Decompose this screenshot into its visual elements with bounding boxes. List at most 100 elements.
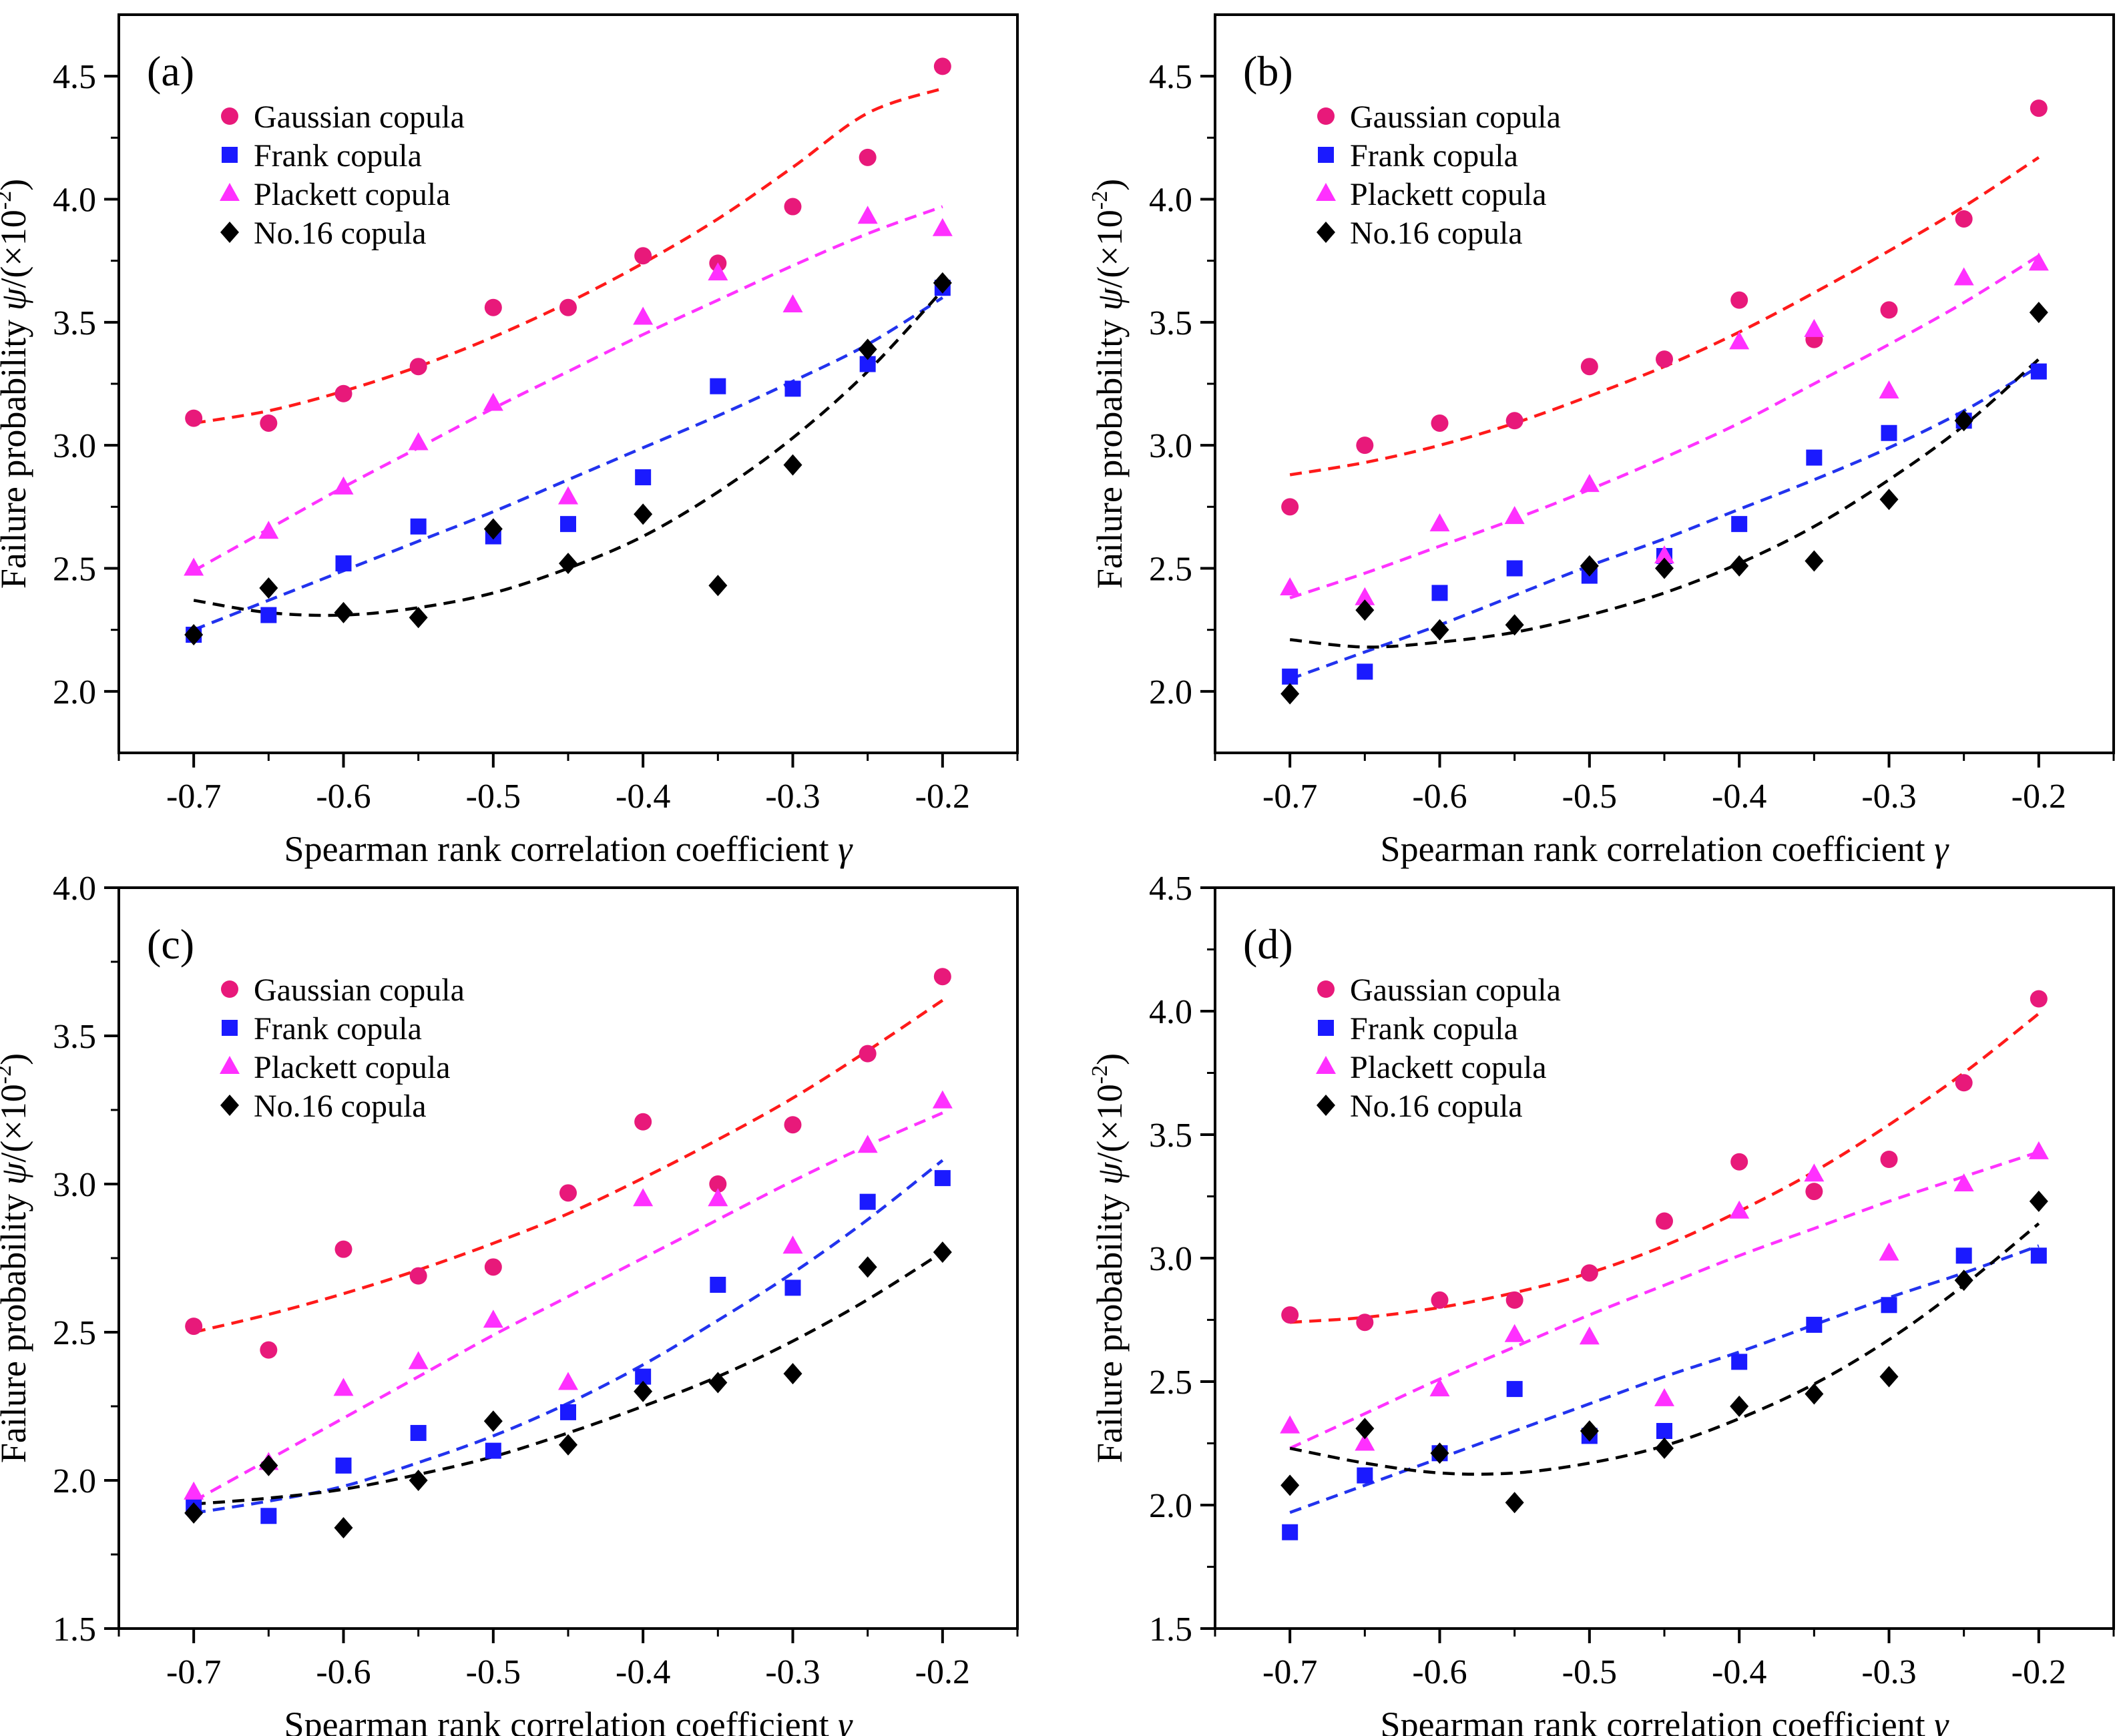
x-axis-label-text: Spearman rank correlation coefficient — [284, 829, 829, 869]
data-point-gaussian — [185, 409, 203, 427]
data-point-gaussian — [1730, 1153, 1748, 1171]
fit-curve-frank — [193, 296, 944, 631]
fit-curve-gaussian — [1290, 1012, 2040, 1324]
data-point-gaussian — [260, 414, 278, 432]
data-point-plackett — [1504, 506, 1525, 525]
data-point-plackett — [184, 1481, 204, 1500]
y-tick-label: 2.0 — [1149, 1487, 1192, 1525]
data-point-plackett — [708, 262, 728, 281]
x-tick-label: -0.2 — [2012, 1653, 2066, 1691]
data-point-gaussian — [1580, 358, 1598, 376]
legend-marker-plackett — [220, 1056, 240, 1074]
data-point-plackett — [1355, 1432, 1375, 1451]
x-axis-symbol: γ — [1934, 1705, 1949, 1736]
y-axis-symbol: ψ — [0, 1161, 33, 1185]
data-point-frank — [1282, 668, 1299, 685]
data-point-gaussian — [784, 1116, 802, 1134]
data-point-no16 — [634, 1380, 653, 1402]
panel-label: (b) — [1243, 47, 1293, 95]
data-point-frank — [335, 555, 352, 572]
data-point-no16 — [1280, 683, 1300, 705]
data-point-gaussian — [1880, 1151, 1898, 1168]
x-axis-label: Spearman rank correlation coefficient γ — [284, 1705, 854, 1736]
x-tick-label: -0.7 — [1262, 778, 1317, 816]
data-point-no16 — [1580, 555, 1599, 577]
x-axis-symbol: γ — [838, 1705, 853, 1736]
data-point-plackett — [857, 206, 878, 224]
data-point-no16 — [2029, 1190, 2048, 1212]
data-point-frank — [784, 1279, 801, 1296]
data-point-frank — [410, 1424, 427, 1441]
y-tick-label: 4.5 — [53, 58, 96, 96]
y-tick-label: 4.5 — [1149, 870, 1192, 908]
y-tick-label: 2.5 — [53, 551, 96, 589]
legend-marker-frank — [222, 1020, 238, 1036]
data-point-gaussian — [1805, 1183, 1823, 1201]
y-tick-label: 3.0 — [53, 1166, 96, 1204]
data-point-plackett — [1280, 577, 1301, 595]
x-axis-symbol: γ — [838, 829, 853, 869]
data-point-gaussian — [484, 298, 502, 316]
data-point-gaussian — [1281, 498, 1299, 516]
fit-curve-no16 — [1289, 358, 2040, 649]
data-point-no16 — [259, 1454, 278, 1476]
panel-label: (a) — [147, 47, 194, 95]
data-point-gaussian — [260, 1341, 278, 1359]
data-point-gaussian — [634, 1113, 652, 1131]
data-point-plackett — [2028, 1141, 2049, 1159]
legend-marker-frank — [1318, 1020, 1334, 1036]
data-point-no16 — [783, 1363, 802, 1385]
fit-curve-gaussian — [193, 998, 944, 1334]
data-point-plackett — [782, 294, 803, 313]
y-axis-label-text: Failure probability — [0, 1194, 33, 1463]
legend-label: Plackett copula — [254, 177, 451, 212]
data-point-frank — [560, 1404, 576, 1420]
legend-label: Gaussian copula — [254, 972, 465, 1008]
y-tick-label: 4.0 — [53, 182, 96, 220]
data-point-no16 — [1730, 555, 1749, 577]
data-point-plackett — [1879, 380, 1899, 399]
data-point-gaussian — [784, 198, 802, 216]
data-point-plackett — [932, 218, 953, 236]
y-tick-label: 2.5 — [53, 1314, 96, 1352]
data-point-no16 — [634, 503, 653, 525]
data-point-frank — [2030, 363, 2047, 380]
data-point-plackett — [1804, 318, 1825, 337]
data-point-no16 — [1280, 1474, 1300, 1496]
legend-label: Plackett copula — [1350, 177, 1547, 212]
data-point-frank — [410, 518, 427, 535]
y-tick-label: 2.0 — [1149, 673, 1192, 711]
legend-marker-frank — [222, 147, 238, 163]
data-point-plackett — [184, 557, 204, 576]
legend-marker-plackett — [220, 183, 240, 201]
data-point-frank — [1656, 1423, 1672, 1439]
data-point-gaussian — [709, 1175, 727, 1193]
x-axis-label: Spearman rank correlation coefficient γ — [1381, 1705, 1950, 1736]
fit-curve-frank — [193, 1159, 944, 1515]
data-point-frank — [1506, 1381, 1523, 1398]
legend-label: Frank copula — [1350, 138, 1518, 174]
data-point-no16 — [1805, 550, 1824, 572]
data-point-plackett — [558, 1372, 578, 1390]
data-point-frank — [1881, 1297, 1897, 1314]
data-point-frank — [260, 607, 277, 623]
data-point-plackett — [483, 1310, 503, 1328]
y-axis-unit: /(×10 — [1090, 1084, 1130, 1162]
data-point-frank — [1731, 516, 1748, 533]
y-tick-label: 4.0 — [53, 870, 96, 908]
legend-label: Plackett copula — [254, 1050, 451, 1085]
y-axis-label-text: Failure probability — [0, 320, 33, 589]
data-point-plackett — [408, 432, 429, 451]
y-tick-label: 4.0 — [1149, 182, 1192, 220]
data-point-no16 — [1580, 1420, 1599, 1442]
y-axis-unit: /(×10 — [0, 210, 33, 288]
data-point-no16 — [708, 1372, 728, 1394]
data-point-plackett — [782, 1235, 803, 1254]
data-point-plackett — [857, 1135, 878, 1153]
data-point-no16 — [1655, 1437, 1674, 1459]
x-axis-label-text: Spearman rank correlation coefficient — [284, 1705, 829, 1736]
y-tick-label: 3.5 — [1149, 1117, 1192, 1155]
legend-label: Plackett copula — [1350, 1050, 1547, 1085]
fit-curve-frank — [1289, 365, 2040, 681]
